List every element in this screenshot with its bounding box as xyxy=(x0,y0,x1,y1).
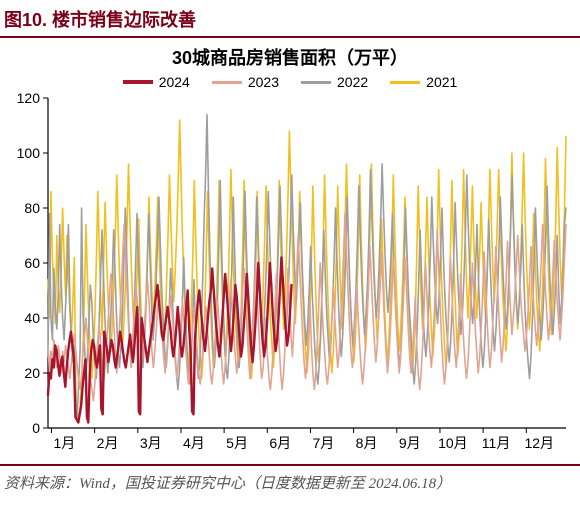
svg-text:8月: 8月 xyxy=(356,435,378,451)
svg-text:20: 20 xyxy=(24,365,40,381)
svg-text:120: 120 xyxy=(17,90,41,106)
svg-text:6月: 6月 xyxy=(269,435,291,451)
legend-item-2024: 2024 xyxy=(123,74,190,90)
legend-label: 2024 xyxy=(159,74,190,90)
svg-text:4月: 4月 xyxy=(183,435,205,451)
svg-text:40: 40 xyxy=(24,310,40,326)
legend: 2024 2023 2022 2021 xyxy=(0,74,580,90)
svg-text:1月: 1月 xyxy=(54,435,76,451)
legend-label: 2023 xyxy=(248,74,279,90)
svg-text:10月: 10月 xyxy=(438,435,468,451)
svg-text:80: 80 xyxy=(24,200,40,216)
svg-text:0: 0 xyxy=(32,420,40,436)
legend-label: 2021 xyxy=(426,74,457,90)
svg-text:60: 60 xyxy=(24,255,40,271)
legend-swatch xyxy=(390,81,420,84)
source-bar: 资料来源：Wind，国投证券研究中心（日度数据更新至 2024.06.18） xyxy=(0,464,580,497)
chart-area: 30城商品房销售面积（万平） 2024 2023 2022 2021 0 20 40 60 8… xyxy=(0,44,580,464)
legend-label: 2022 xyxy=(337,74,368,90)
legend-swatch xyxy=(123,80,153,84)
legend-item-2023: 2023 xyxy=(212,74,279,90)
svg-text:11月: 11月 xyxy=(482,435,511,451)
source-text: 资料来源：Wind，国投证券研究中心（日度数据更新至 2024.06.18） xyxy=(4,476,451,492)
svg-text:7月: 7月 xyxy=(313,435,335,451)
svg-text:100: 100 xyxy=(17,145,41,161)
svg-text:12月: 12月 xyxy=(524,435,554,451)
line-chart: 0 20 40 60 80 100 120 1月 2月 3月 4月 5月 6月 7月 8月 9月 10月 11月 1… xyxy=(0,90,580,462)
svg-text:2月: 2月 xyxy=(97,435,119,451)
legend-swatch xyxy=(301,81,331,84)
chart-title: 30城商品房销售面积（万平） xyxy=(0,44,580,70)
svg-text:9月: 9月 xyxy=(399,435,421,451)
legend-item-2022: 2022 xyxy=(301,74,368,90)
legend-swatch xyxy=(212,81,242,84)
figure-title-bar: 图10. 楼市销售边际改善 xyxy=(0,0,580,38)
legend-item-2021: 2021 xyxy=(390,74,457,90)
svg-text:3月: 3月 xyxy=(140,435,162,451)
svg-text:5月: 5月 xyxy=(226,435,248,451)
figure-title: 图10. 楼市销售边际改善 xyxy=(4,10,196,30)
